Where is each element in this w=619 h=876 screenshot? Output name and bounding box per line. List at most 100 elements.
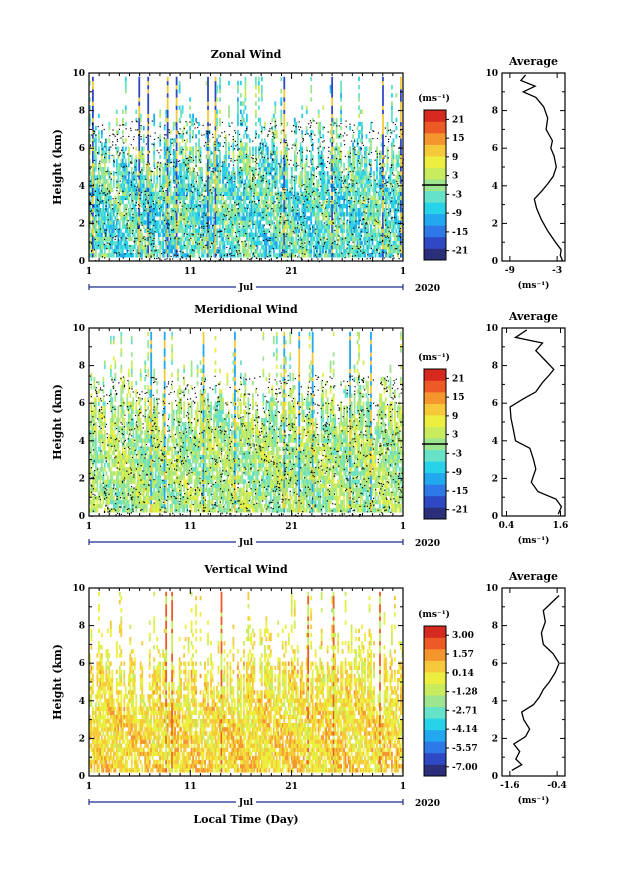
panel-title: Zonal Wind <box>211 48 282 61</box>
dot-marker <box>206 131 208 133</box>
heatmap-cell <box>147 244 150 250</box>
heatmap-cell <box>91 117 94 123</box>
heatmap-cell <box>108 199 111 205</box>
heatmap-cell <box>97 162 100 168</box>
heatmap-cell <box>253 240 256 246</box>
heatmap-cell <box>100 212 103 217</box>
heatmap-cell <box>142 249 145 254</box>
heatmap-cell <box>153 113 156 119</box>
heatmap-cell <box>148 232 151 238</box>
heatmap-cell <box>135 109 138 114</box>
dot-marker <box>344 199 346 201</box>
heatmap-cell <box>193 183 196 188</box>
heatmap-cell <box>162 224 165 229</box>
heatmap-cell <box>145 216 148 221</box>
heatmap-cell <box>216 249 218 254</box>
heatmap-cell <box>210 228 212 233</box>
heatmap-cell <box>181 158 184 164</box>
heatmap-cell <box>202 212 205 217</box>
heatmap-cell <box>379 212 381 217</box>
dot-marker <box>139 252 141 254</box>
heatmap-cell <box>213 162 215 168</box>
heatmap-cell <box>108 150 111 155</box>
heatmap-cell <box>105 142 108 147</box>
heatmap-cell <box>192 212 194 217</box>
heatmap-cell <box>193 228 196 233</box>
heatmap-cell <box>189 203 191 209</box>
heatmap-cell <box>100 191 103 197</box>
heatmap-cell <box>109 199 112 205</box>
heatmap-cell <box>319 125 322 131</box>
heatmap-cell <box>174 175 177 180</box>
heatmap-cell <box>205 175 208 180</box>
dot-marker <box>291 210 293 212</box>
heatmap-cell <box>207 146 209 151</box>
heatmap-cell <box>162 171 165 176</box>
heatmap-cell <box>219 84 221 90</box>
heatmap-cell <box>248 154 251 160</box>
heatmap-cell <box>111 236 114 242</box>
heatmap-cell <box>163 179 166 184</box>
heatmap-cell <box>364 253 366 258</box>
heatmap-cell <box>214 187 217 192</box>
heatmap-cell <box>133 183 136 188</box>
heatmap-cell <box>214 121 217 127</box>
heatmap-cell <box>172 220 175 225</box>
heatmap-cell <box>181 167 184 172</box>
heatmap-cell <box>237 236 239 242</box>
heatmap-cell <box>382 105 384 110</box>
heatmap-cell <box>97 232 100 238</box>
heatmap-cell <box>159 162 162 168</box>
heatmap-cell <box>226 240 229 246</box>
heatmap-cell <box>247 249 250 254</box>
heatmap-cell <box>127 179 130 184</box>
heatmap-cell <box>391 109 393 114</box>
heatmap-cell <box>130 183 133 188</box>
heatmap-cell <box>337 216 340 221</box>
heatmap-cell <box>124 146 127 151</box>
heatmap-cell <box>213 253 215 258</box>
heatmap-cell <box>263 232 266 238</box>
heatmap-cell <box>154 191 157 197</box>
heatmap-cell <box>208 167 211 172</box>
heatmap-cell <box>174 216 177 221</box>
heatmap-cell <box>142 125 145 131</box>
heatmap-cell <box>195 162 197 168</box>
heatmap-cell <box>237 208 239 213</box>
heatmap-cell <box>229 175 232 180</box>
heatmap-cell <box>266 195 269 201</box>
heatmap-cell <box>183 228 185 233</box>
dot-marker <box>152 239 154 242</box>
dot-marker <box>92 235 94 237</box>
heatmap-cell <box>124 89 127 94</box>
heatmap-cell <box>328 179 331 184</box>
heatmap-cell <box>293 117 296 123</box>
heatmap-cell <box>246 142 248 147</box>
heatmap-cell <box>99 236 102 242</box>
heatmap-cell <box>105 146 108 151</box>
heatmap-cell <box>162 240 165 246</box>
heatmap-cell <box>323 162 326 168</box>
heatmap-cell <box>386 162 389 168</box>
heatmap-cell <box>172 167 175 172</box>
heatmap-cell <box>90 187 93 192</box>
dot-marker <box>349 152 352 154</box>
dot-marker <box>398 258 400 260</box>
heatmap-cell <box>247 203 250 209</box>
heatmap-cell <box>96 183 99 188</box>
heatmap-cell <box>322 154 325 160</box>
heatmap-cell <box>138 84 141 90</box>
heatmap-cell <box>132 195 135 201</box>
heatmap-cell <box>121 150 124 155</box>
heatmap-cell <box>126 167 129 172</box>
heatmap-cell <box>262 142 265 147</box>
heatmap-cell <box>162 236 165 242</box>
heatmap-cell <box>263 175 266 180</box>
heatmap-cell <box>121 199 124 205</box>
dot-marker <box>104 257 106 259</box>
heatmap-cell <box>199 183 202 188</box>
heatmap-cell <box>190 117 193 123</box>
heatmap-cell <box>238 175 241 180</box>
heatmap-cell <box>319 130 322 135</box>
heatmap-cell <box>120 244 123 250</box>
